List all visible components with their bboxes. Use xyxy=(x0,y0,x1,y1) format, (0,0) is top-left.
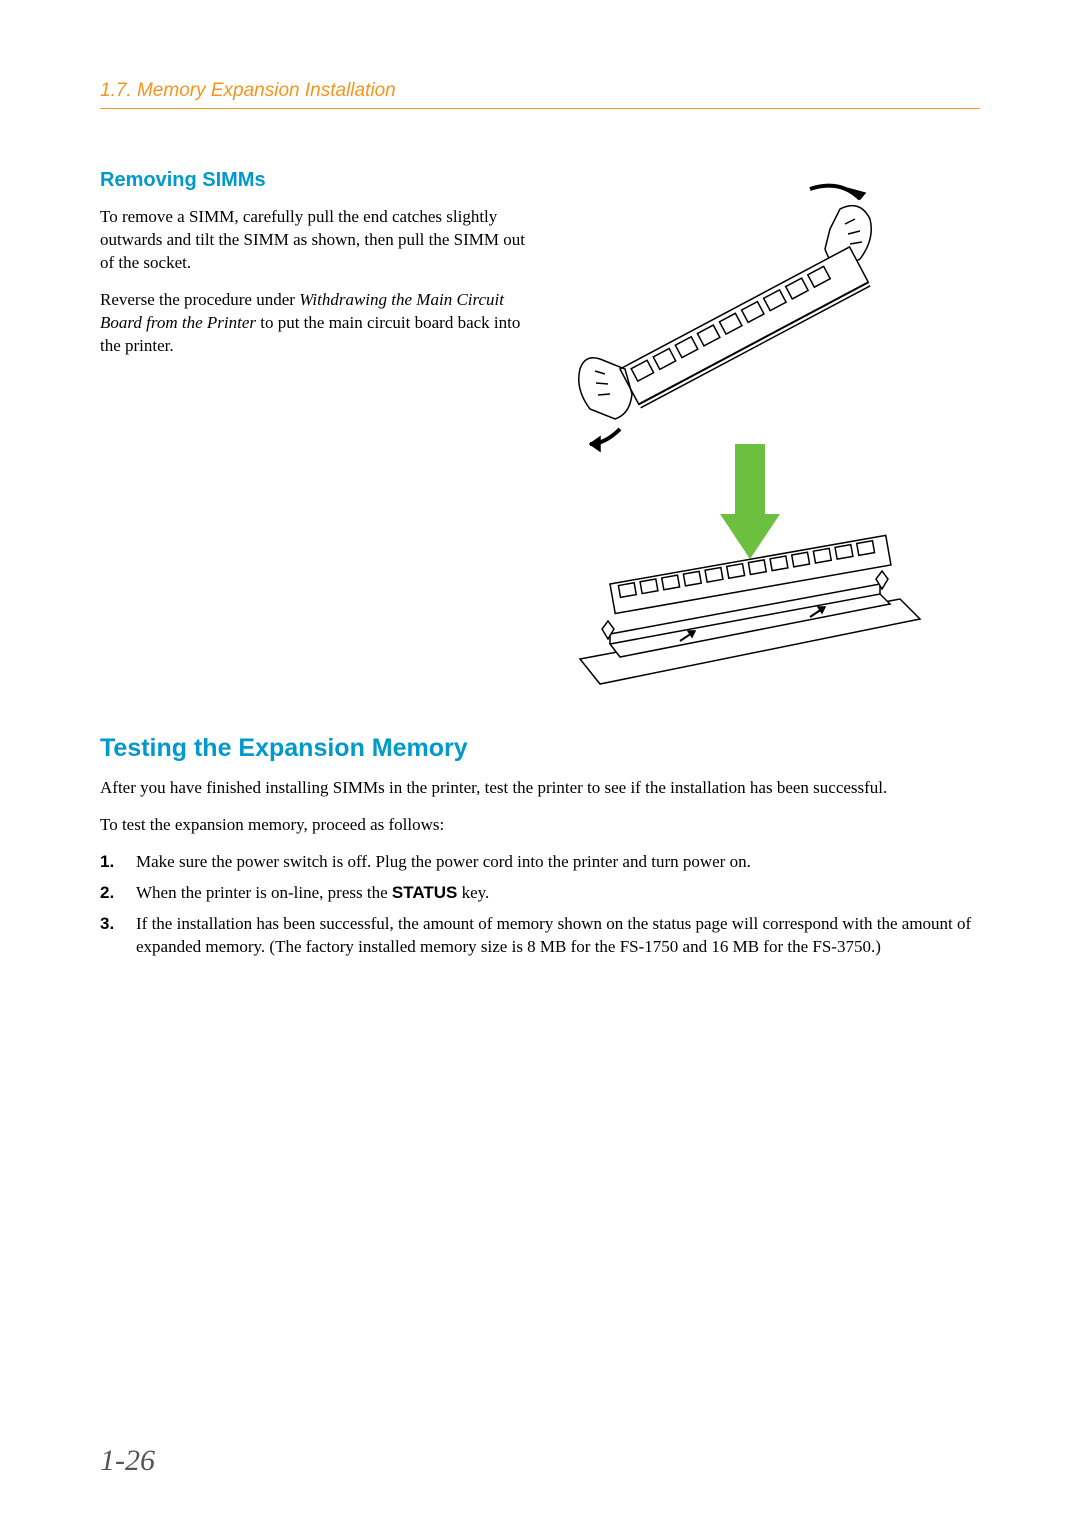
removing-simms-section: Removing SIMMs To remove a SIMM, careful… xyxy=(100,169,980,704)
step-text-b: key. xyxy=(457,883,489,902)
para2-a: Reverse the procedure under xyxy=(100,290,299,309)
step-2: 2. When the printer is on-line, press th… xyxy=(136,882,980,905)
simm-removal-illustration xyxy=(560,169,940,699)
testing-intro: After you have finished installing SIMMs… xyxy=(100,777,980,800)
page-header: 1.7. Memory Expansion Installation xyxy=(100,80,980,109)
removing-para2: Reverse the procedure under Withdrawing … xyxy=(100,289,540,358)
step-num: 2. xyxy=(100,882,114,905)
illustration-container xyxy=(560,169,980,704)
removing-simms-heading: Removing SIMMs xyxy=(100,169,540,192)
status-key-label: STATUS xyxy=(392,883,457,902)
green-arrow-icon xyxy=(720,444,780,559)
step-text: Make sure the power switch is off. Plug … xyxy=(136,852,751,871)
step-1: 1. Make sure the power switch is off. Pl… xyxy=(136,851,980,874)
testing-steps: 1. Make sure the power switch is off. Pl… xyxy=(100,851,980,959)
step-text-a: When the printer is on-line, press the xyxy=(136,883,392,902)
removing-para1: To remove a SIMM, carefully pull the end… xyxy=(100,206,540,275)
section-label: 1.7. Memory Expansion Installation xyxy=(100,80,980,102)
step-num: 1. xyxy=(100,851,114,874)
testing-proceed: To test the expansion memory, proceed as… xyxy=(100,814,980,837)
step-text: If the installation has been successful,… xyxy=(136,914,971,956)
testing-section: Testing the Expansion Memory After you h… xyxy=(100,734,980,959)
step-num: 3. xyxy=(100,913,114,936)
step-3: 3. If the installation has been successf… xyxy=(136,913,980,959)
removing-simms-text: Removing SIMMs To remove a SIMM, careful… xyxy=(100,169,540,704)
page-number: 1-26 xyxy=(100,1444,155,1478)
testing-heading: Testing the Expansion Memory xyxy=(100,734,980,763)
